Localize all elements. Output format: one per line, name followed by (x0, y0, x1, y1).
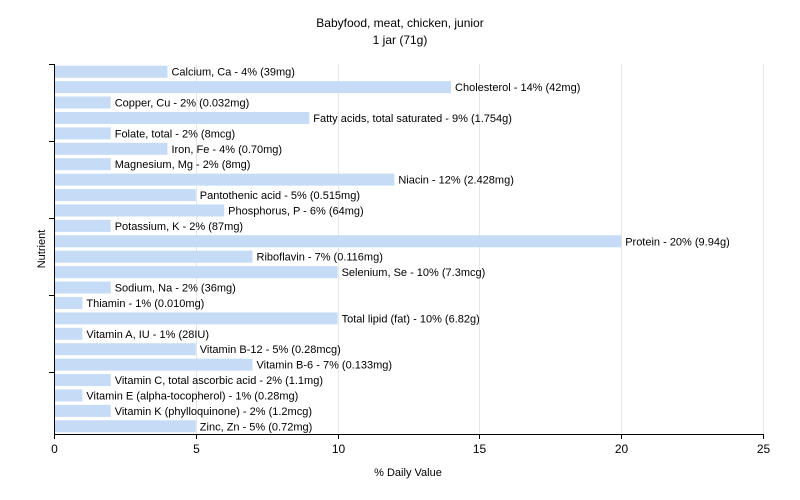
bars (55, 65, 622, 433)
bar (55, 420, 196, 433)
bar-label: Vitamin B-6 - 7% (0.133mg) (257, 360, 393, 372)
bar-label: Vitamin K (phylloquinone) - 2% (1.2mcg) (115, 406, 312, 418)
bar (55, 189, 196, 202)
bar-label: Pantothenic acid - 5% (0.515mg) (200, 190, 360, 202)
bar (55, 142, 168, 155)
bar-label: Cholesterol - 14% (42mg) (455, 82, 580, 94)
bar (55, 173, 395, 186)
bar (55, 327, 83, 340)
x-tick-label: 15 (473, 442, 487, 456)
bar (55, 404, 111, 417)
y-axis-title: Nutrient (36, 230, 48, 269)
bar-label: Vitamin B-12 - 5% (0.28mcg) (200, 344, 341, 356)
bar (55, 204, 225, 217)
bar-label: Calcium, Ca - 4% (39mg) (171, 67, 294, 79)
chart-subtitle: 1 jar (71g) (373, 33, 428, 47)
bar-label: Vitamin A, IU - 1% (28IU) (86, 329, 209, 341)
x-tick-label: 5 (193, 442, 200, 456)
bar-label: Vitamin C, total ascorbic acid - 2% (1.1… (115, 375, 323, 387)
bar-label: Vitamin E (alpha-tocopherol) - 1% (0.28m… (86, 390, 298, 402)
bar (55, 266, 338, 279)
bar (55, 358, 253, 371)
chart-title: Babyfood, meat, chicken, junior (316, 16, 483, 30)
bar-label: Folate, total - 2% (8mcg) (115, 128, 235, 140)
bar (55, 235, 622, 248)
bar-label: Thiamin - 1% (0.010mg) (86, 298, 204, 310)
bar (55, 111, 310, 124)
bar (55, 96, 111, 109)
x-tick-label: 25 (757, 442, 771, 456)
x-axis-title: % Daily Value (374, 467, 442, 479)
bar-label: Protein - 20% (9.94g) (625, 236, 730, 248)
axes: 0 5 10 15 20 25 (49, 64, 770, 456)
bar-label: Magnesium, Mg - 2% (8mg) (115, 159, 251, 171)
bar-label: Sodium, Na - 2% (36mg) (115, 283, 236, 295)
grid-lines (196, 64, 764, 434)
bar-label: Selenium, Se - 10% (7.3mcg) (342, 267, 486, 279)
x-tick-label: 10 (332, 442, 346, 456)
bar-label: Phosphorus, P - 6% (64mg) (228, 205, 364, 217)
x-tick-label: 20 (615, 442, 629, 456)
bar (55, 343, 196, 356)
bar-label: Iron, Fe - 4% (0.70mg) (171, 144, 282, 156)
bar-label: Riboflavin - 7% (0.116mg) (257, 252, 383, 264)
bar (55, 127, 111, 140)
bar-label: Total lipid (fat) - 10% (6.82g) (342, 313, 480, 325)
bar-label: Potassium, K - 2% (87mg) (115, 221, 243, 233)
x-tick-label: 0 (51, 442, 58, 456)
bar-labels: Calcium, Ca - 4% (39mg) Cholesterol - 14%… (86, 67, 729, 434)
bar (55, 65, 168, 78)
bar (55, 296, 83, 309)
bar (55, 389, 83, 402)
bar (55, 312, 338, 325)
bar (55, 158, 111, 171)
bar (55, 250, 253, 263)
bar-label: Niacin - 12% (2.428mg) (398, 175, 514, 187)
bar (55, 374, 111, 387)
bar-label: Copper, Cu - 2% (0.032mg) (115, 98, 250, 110)
bar-label: Zinc, Zn - 5% (0.72mg) (200, 421, 312, 433)
bar-label: Fatty acids, total saturated - 9% (1.754… (313, 113, 512, 125)
bar (55, 81, 452, 94)
bar (55, 281, 111, 294)
bar (55, 219, 111, 232)
